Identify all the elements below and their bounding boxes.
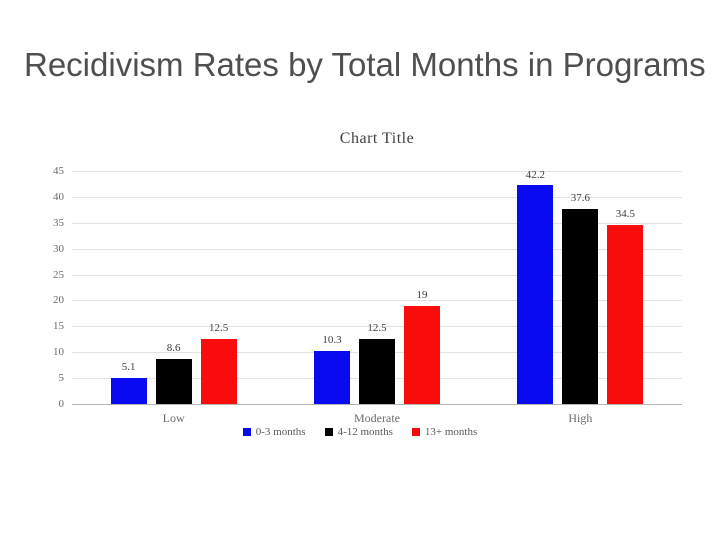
legend-label: 4-12 months bbox=[337, 426, 393, 438]
slide-title: Recidivism Rates by Total Months in Prog… bbox=[24, 46, 706, 83]
legend-item: 13+ months bbox=[411, 426, 478, 438]
chart-title: Chart Title bbox=[339, 130, 415, 147]
bar-4-12-months-moderate bbox=[359, 339, 395, 404]
gridline bbox=[72, 274, 682, 276]
bar-0-3-months-moderate bbox=[314, 350, 350, 404]
gridline bbox=[72, 326, 682, 328]
bar-13+-months-moderate bbox=[404, 305, 440, 404]
category-label: Moderate bbox=[354, 411, 400, 425]
gridline bbox=[72, 248, 682, 250]
bar-13+-months-high bbox=[607, 225, 644, 404]
data-label: 12.5 bbox=[367, 322, 387, 335]
gridline bbox=[72, 300, 682, 302]
gridline bbox=[72, 171, 682, 172]
legend-label: 0-3 months bbox=[255, 426, 306, 438]
y-axis-tick-label: 40 bbox=[53, 190, 64, 203]
bar-0-3-months-high bbox=[517, 185, 554, 404]
y-axis-tick-label: 10 bbox=[53, 346, 64, 359]
category-label: Low bbox=[162, 411, 185, 425]
y-axis-tick-label: 20 bbox=[53, 294, 64, 307]
data-label: 8.6 bbox=[166, 342, 181, 355]
data-label: 10.3 bbox=[322, 333, 342, 346]
bar-0-3-months-low bbox=[110, 377, 147, 404]
gridline bbox=[72, 196, 682, 198]
gridline bbox=[72, 222, 682, 224]
y-axis-tick-label: 25 bbox=[53, 268, 64, 281]
legend-item: 0-3 months bbox=[242, 426, 306, 438]
y-axis-tick-label: 15 bbox=[53, 320, 64, 333]
legend-item: 4-12 months bbox=[324, 426, 393, 438]
bar-13+-months-low bbox=[200, 339, 237, 404]
bar-4-12-months-low bbox=[155, 359, 192, 404]
data-label: 42.2 bbox=[525, 168, 545, 181]
chart-legend: 0-3 months 4-12 months 13+ months bbox=[0, 426, 720, 438]
legend-swatch-icon bbox=[411, 428, 420, 436]
data-label: 34.5 bbox=[615, 208, 635, 221]
data-label: 37.6 bbox=[570, 192, 590, 205]
bar-4-12-months-high bbox=[562, 209, 599, 404]
x-axis-line bbox=[72, 404, 682, 405]
plot-area: 0 5 10 15 20 25 30 35 40 45 Low 5.1 8.6 12.5 Moderate 1… bbox=[53, 165, 682, 425]
y-axis-tick-label: 45 bbox=[53, 165, 64, 177]
legend-swatch-icon bbox=[324, 428, 333, 436]
y-axis-tick-label: 35 bbox=[53, 216, 64, 229]
legend-swatch-icon bbox=[242, 428, 251, 436]
category-label: High bbox=[568, 411, 593, 425]
data-label: 19 bbox=[416, 288, 428, 301]
y-axis-tick-label: 5 bbox=[58, 372, 65, 385]
y-axis-tick-label: 30 bbox=[53, 242, 64, 255]
data-label: 12.5 bbox=[209, 322, 229, 335]
legend-label: 13+ months bbox=[424, 426, 478, 438]
y-axis-tick-label: 0 bbox=[58, 398, 65, 410]
data-label: 5.1 bbox=[121, 360, 136, 373]
